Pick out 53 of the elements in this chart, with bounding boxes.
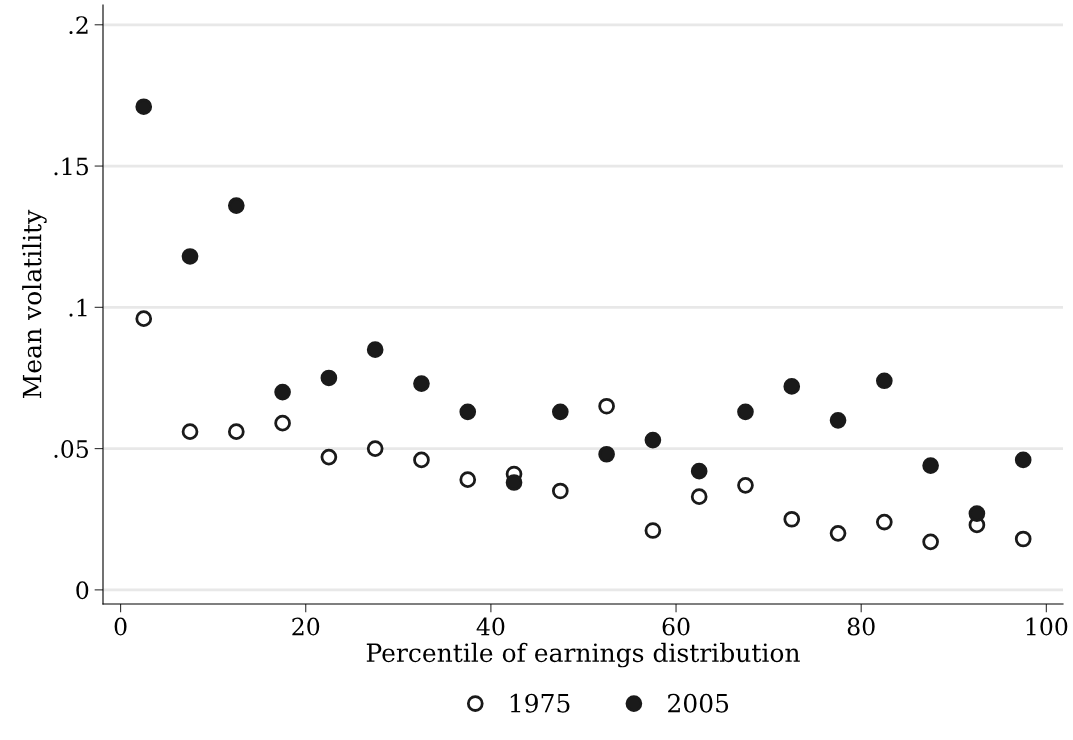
point [968, 505, 986, 522]
point [274, 414, 291, 432]
point [1014, 530, 1032, 548]
point [459, 471, 477, 489]
point [135, 98, 153, 116]
x-tick-label: 60 [662, 617, 690, 636]
x-tick-label: 80 [847, 617, 875, 636]
point [413, 375, 430, 392]
y-tick-label: .05 [54, 440, 88, 458]
point [783, 378, 801, 395]
x-axis-title: Percentile of earnings distribution [366, 642, 800, 668]
x-tick-label: 20 [292, 617, 320, 636]
point [320, 369, 338, 387]
point [505, 474, 523, 491]
y-tick-label: .2 [69, 16, 88, 35]
point [690, 488, 708, 505]
y-tick-label: .15 [54, 157, 88, 176]
point [413, 451, 430, 469]
legend-label: 2005 [668, 693, 729, 713]
point [829, 525, 847, 542]
x-tick-label: 0 [114, 617, 127, 636]
point [181, 423, 199, 440]
point [459, 403, 477, 421]
point [366, 341, 384, 359]
point [551, 403, 569, 421]
point [598, 445, 615, 463]
point [227, 423, 245, 440]
point [1014, 451, 1032, 469]
point [876, 513, 893, 531]
point [181, 248, 199, 265]
point [227, 197, 245, 214]
point [598, 397, 615, 415]
y-tick-label: .1 [69, 298, 87, 317]
point [320, 448, 338, 466]
point [551, 482, 569, 500]
y-axis-title: Mean volatility [22, 209, 47, 399]
point [135, 310, 153, 327]
point [274, 383, 291, 401]
point [783, 510, 801, 528]
point [876, 372, 893, 390]
point [644, 522, 662, 539]
point [737, 403, 754, 421]
point [366, 440, 384, 457]
point [922, 457, 939, 474]
x-tick-label: 100 [1026, 617, 1068, 636]
point [737, 477, 754, 494]
x-tick-label: 40 [476, 617, 505, 636]
y-tick-label: 0 [76, 581, 89, 600]
legend-label: 1975 [510, 693, 570, 713]
point [829, 412, 847, 429]
point [690, 462, 708, 480]
point [644, 431, 662, 449]
point [922, 533, 939, 551]
